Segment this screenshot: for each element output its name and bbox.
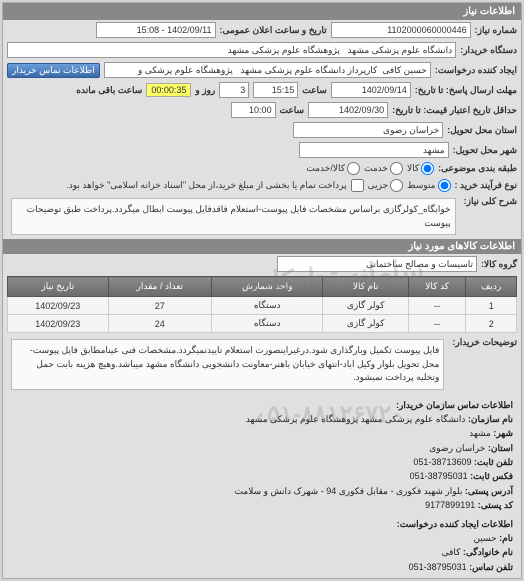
table-cell: 1402/09/23 bbox=[8, 297, 109, 315]
creator-input[interactable] bbox=[104, 62, 431, 78]
creator-section-title: اطلاعات ایجاد کننده درخواست: bbox=[11, 517, 513, 531]
ann-date-input[interactable] bbox=[96, 22, 216, 38]
budget-opt1: کالا bbox=[407, 163, 419, 174]
creator-fname: حسین bbox=[473, 533, 496, 543]
table-cell: 24 bbox=[108, 315, 211, 333]
org-tel: 38713609-051 bbox=[413, 457, 471, 467]
table-header: کد کالا bbox=[408, 277, 466, 297]
org-fax-lbl: فکس ثابت: bbox=[470, 471, 513, 481]
treasury-checkbox[interactable] bbox=[351, 179, 364, 192]
table-header: تعداد / مقدار bbox=[108, 277, 211, 297]
resp-time-input[interactable] bbox=[253, 82, 298, 98]
table-cell: 27 bbox=[108, 297, 211, 315]
table-cell: -- bbox=[408, 315, 466, 333]
ann-date-label: تاریخ و ساعت اعلان عمومی: bbox=[220, 25, 327, 36]
panel-header: اطلاعات نیاز bbox=[3, 3, 521, 20]
city-label: شهر محل تحویل: bbox=[453, 145, 517, 156]
budget-opt3: کالا/خدمت bbox=[306, 163, 345, 174]
province-input[interactable] bbox=[293, 122, 443, 138]
province-label: استان محل تحویل: bbox=[447, 125, 517, 136]
goods-table: ردیفکد کالانام کالاواحد شمارشتعداد / مقد… bbox=[7, 276, 517, 333]
creator-tel-lbl: تلفن تماس: bbox=[469, 562, 513, 572]
creator-lname: کافی bbox=[442, 547, 461, 557]
org-post: 9177899191 bbox=[425, 500, 475, 510]
org-section-title: اطلاعات تماس سازمان خریدار: bbox=[11, 398, 513, 412]
req-no-label: شماره نیاز: bbox=[475, 25, 517, 36]
table-cell: دستگاه bbox=[212, 297, 323, 315]
group-label: گروه کالا: bbox=[481, 259, 517, 270]
confirm-opt1: متوسط bbox=[407, 180, 435, 191]
budget-radio-3[interactable] bbox=[347, 162, 360, 175]
org-prov-lbl: استان: bbox=[488, 443, 513, 453]
table-cell: کولر گازی bbox=[323, 297, 408, 315]
days-input[interactable] bbox=[219, 82, 249, 98]
city-input[interactable] bbox=[299, 142, 449, 158]
creator-lname-lbl: نام خانوادگی: bbox=[463, 547, 513, 557]
goods-section-title: اطلاعات کالاهای مورد نیاز bbox=[3, 239, 521, 254]
desc-label: توضیحات خریدار: bbox=[452, 337, 517, 348]
buyer-label: دستگاه خریدار: bbox=[460, 45, 517, 56]
budget-radio-1[interactable] bbox=[421, 162, 434, 175]
buyer-input[interactable] bbox=[7, 42, 456, 58]
table-cell: 1402/09/23 bbox=[8, 315, 109, 333]
org-name: دانشگاه علوم پزشکی مشهد پژوهشگاه علوم پز… bbox=[246, 414, 466, 424]
confirm-opt2: جزیی bbox=[368, 180, 389, 191]
org-name-lbl: نام سازمان: bbox=[468, 414, 513, 424]
org-city: مشهد bbox=[469, 428, 491, 438]
table-row: 1--کولر گازیدستگاه271402/09/23 bbox=[8, 297, 517, 315]
remaining-time: 00:00:35 bbox=[146, 83, 191, 97]
remain-label: ساعت باقی مانده bbox=[76, 85, 142, 96]
contact-info-button[interactable]: اطلاعات تماس خریدار bbox=[7, 63, 100, 78]
table-row: 2--کولر گازیدستگاه241402/09/23 bbox=[8, 315, 517, 333]
confirm-radio-2[interactable] bbox=[390, 179, 403, 192]
org-post-lbl: کد پستی: bbox=[478, 500, 513, 510]
org-tel-lbl: تلفن ثابت: bbox=[474, 457, 513, 467]
table-cell: دستگاه bbox=[212, 315, 323, 333]
confirm-label: نوع فرآیند خرید : bbox=[455, 180, 518, 191]
keywords-label: شرح کلی نیاز: bbox=[464, 196, 517, 207]
org-prov: خراسان رضوی bbox=[429, 443, 485, 453]
budget-label: طبقه بندی موضوعی: bbox=[438, 163, 517, 174]
resp-deadline-label: مهلت ارسال پاسخ: تا تاریخ: bbox=[415, 85, 517, 96]
valid-time-label: ساعت bbox=[280, 105, 305, 116]
valid-label: حداقل تاریخ اعتبار قیمت: تا تاریخ: bbox=[392, 105, 517, 116]
resp-date-input[interactable] bbox=[331, 82, 411, 98]
table-cell: 2 bbox=[466, 315, 517, 333]
table-header: واحد شمارش bbox=[212, 277, 323, 297]
org-fax: 38795031-051 bbox=[410, 471, 468, 481]
creator-label: ایجاد کننده درخواست: bbox=[435, 65, 517, 76]
budget-radio-2[interactable] bbox=[390, 162, 403, 175]
table-cell: کولر گازی bbox=[323, 315, 408, 333]
keywords-box: خوابگاه_کولرگازی براساس مشخصات فایل پیوس… bbox=[11, 198, 456, 235]
confirm-note: پرداخت تمام یا بخشی از مبلغ خرید،از محل … bbox=[66, 180, 346, 191]
req-no-input[interactable] bbox=[331, 22, 471, 38]
table-header: تاریخ نیاز bbox=[8, 277, 109, 297]
valid-time-input[interactable] bbox=[231, 102, 276, 118]
org-addr: بلوار شهید فکوری - مقابل فکوری 94 - شهرک… bbox=[235, 486, 463, 496]
org-addr-lbl: آدرس پستی: bbox=[465, 486, 513, 496]
buyer-desc: فایل پیوست تکمیل وبارگذاری شود.درغیراینص… bbox=[11, 339, 444, 390]
group-input[interactable] bbox=[277, 256, 477, 272]
table-header: نام کالا bbox=[323, 277, 408, 297]
creator-tel: 38795031-051 bbox=[409, 562, 467, 572]
resp-time-label: ساعت bbox=[302, 85, 327, 96]
table-cell: -- bbox=[408, 297, 466, 315]
confirm-radio-1[interactable] bbox=[438, 179, 451, 192]
creator-fname-lbl: نام: bbox=[499, 533, 513, 543]
days-label: روز و bbox=[195, 85, 215, 96]
valid-date-input[interactable] bbox=[308, 102, 388, 118]
table-cell: 1 bbox=[466, 297, 517, 315]
budget-opt2: خدمت bbox=[364, 163, 388, 174]
table-header: ردیف bbox=[466, 277, 517, 297]
org-city-lbl: شهر: bbox=[493, 428, 513, 438]
